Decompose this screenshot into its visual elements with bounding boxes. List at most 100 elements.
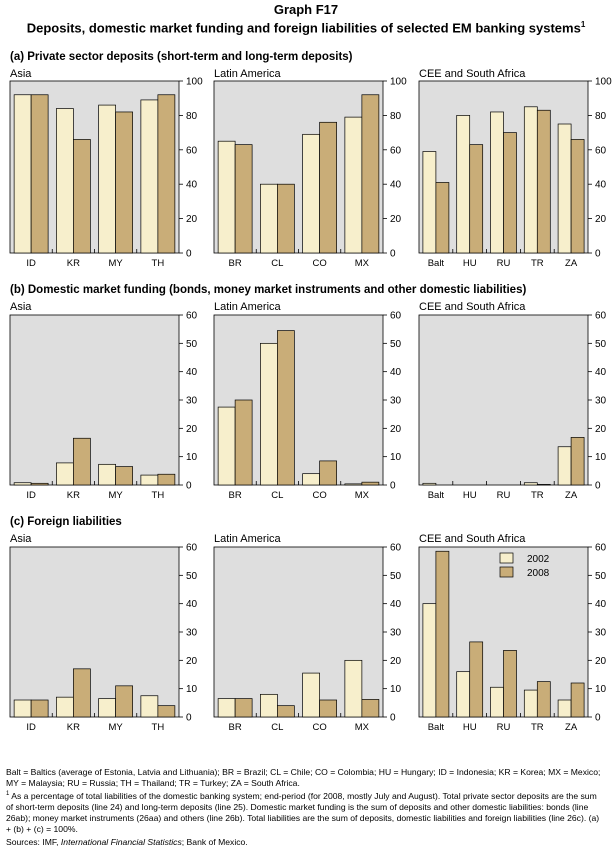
bar-2008-TR	[536, 681, 551, 718]
bar-2008-KR	[73, 437, 91, 486]
y-tick-label: 100	[186, 77, 203, 88]
bar-2002-CO	[302, 672, 320, 718]
legend-label-2008: 2008	[527, 568, 550, 579]
bar-2002-MX	[344, 483, 363, 486]
y-tick-label: 40	[390, 599, 402, 610]
bar-2008-TH	[157, 705, 176, 718]
bar-2008-ZA	[570, 682, 585, 718]
bar-2002-RU	[490, 111, 504, 254]
bar-2002-ZA	[557, 123, 572, 254]
bar-2002-ID	[13, 482, 32, 486]
bar-2008-CO	[319, 699, 337, 718]
bar-2002-HU	[456, 115, 471, 254]
x-tick-label: MY	[109, 490, 124, 501]
x-tick-label: TR	[531, 258, 544, 269]
bar-2002-MX	[344, 659, 363, 718]
x-tick-label: MX	[355, 258, 370, 269]
x-tick-label: ZA	[565, 490, 578, 501]
y-tick-label: 0	[186, 713, 192, 724]
x-tick-label: ID	[26, 722, 36, 733]
graph-subtitle: Deposits, domestic market funding and fo…	[26, 20, 586, 36]
bar-2002-CO	[302, 133, 320, 254]
y-tick-label: 0	[390, 249, 396, 260]
bar-2008-CO	[319, 121, 337, 254]
notes-section: Balt = Baltics (average of Estonia, Latv…	[6, 767, 606, 848]
bar-2002-BR	[217, 140, 236, 254]
x-tick-label: HU	[463, 258, 477, 269]
bar-2002-MY	[98, 698, 116, 718]
y-tick-label: 20	[186, 424, 198, 435]
bar-2002-HU	[456, 671, 471, 718]
y-tick-label: 0	[186, 249, 192, 260]
bar-2008-MX	[361, 699, 380, 718]
bar-2002-TH	[140, 695, 159, 718]
bar-2002-TR	[523, 482, 538, 486]
bar-2008-Balt	[435, 550, 450, 718]
graph-number: Graph F17	[273, 2, 339, 17]
x-tick-label: BR	[229, 722, 242, 733]
y-tick-label: 30	[595, 396, 607, 407]
y-tick-label: 10	[186, 452, 198, 463]
panel-title: CEE and South Africa	[419, 68, 526, 80]
bar-2008-BR	[234, 399, 253, 486]
section-title-a: (a) Private sector deposits (short-term …	[10, 51, 353, 63]
y-tick-label: 100	[390, 77, 407, 88]
bar-2002-ZA	[557, 446, 572, 486]
y-tick-label: 40	[186, 180, 198, 191]
panel-title: Latin America	[214, 301, 282, 313]
chart-grid: (a) Private sector deposits (short-term …	[9, 51, 612, 733]
y-tick-label: 40	[186, 599, 198, 610]
x-tick-label: ZA	[565, 722, 578, 733]
y-tick-label: 50	[595, 339, 607, 350]
footnote: 1 As a percentage of total liabilities o…	[6, 790, 600, 834]
panel-title: Asia	[10, 301, 32, 313]
x-tick-label: Balt	[428, 490, 445, 501]
x-tick-label: MX	[355, 490, 370, 501]
bar-2002-TH	[140, 474, 159, 486]
bar-2008-KR	[73, 668, 91, 718]
y-tick-label: 60	[595, 311, 607, 322]
bar-2002-CL	[260, 693, 278, 718]
bar-2008-ID	[30, 94, 49, 254]
abbreviations-note: Balt = Baltics (average of Estonia, Latv…	[6, 767, 601, 788]
x-tick-label: RU	[497, 258, 511, 269]
x-tick-label: CL	[271, 722, 283, 733]
x-tick-label: HU	[463, 722, 477, 733]
bar-2008-CL	[277, 330, 295, 486]
y-tick-label: 0	[390, 713, 396, 724]
bar-2002-KR	[56, 696, 74, 718]
x-tick-label: TR	[531, 490, 544, 501]
y-tick-label: 30	[186, 396, 198, 407]
x-tick-label: KR	[67, 722, 80, 733]
x-tick-label: RU	[497, 490, 511, 501]
legend-swatch-2002	[499, 552, 514, 564]
y-tick-label: 30	[186, 628, 198, 639]
y-tick-label: 50	[390, 339, 402, 350]
bar-2002-MY	[98, 463, 116, 486]
bar-2008-ZA	[570, 437, 585, 486]
bar-2002-MY	[98, 104, 116, 254]
bar-2008-CO	[319, 460, 337, 486]
y-tick-label: 80	[390, 111, 402, 122]
y-tick-label: 0	[390, 481, 396, 492]
panel-title: Asia	[10, 533, 32, 545]
y-tick-label: 20	[390, 656, 402, 667]
x-tick-label: ID	[26, 490, 36, 501]
x-tick-label: CL	[271, 258, 283, 269]
y-tick-label: 20	[390, 214, 402, 225]
section-title-b: (b) Domestic market funding (bonds, mone…	[10, 284, 526, 296]
bar-2002-RU	[490, 686, 504, 718]
bar-2008-TH	[157, 473, 176, 486]
x-tick-label: BR	[229, 490, 242, 501]
y-tick-label: 60	[186, 311, 198, 322]
bar-2008-CL	[277, 183, 295, 254]
y-tick-label: 40	[186, 367, 198, 378]
bar-2008-RU	[503, 132, 517, 254]
bar-2008-MX	[361, 481, 380, 486]
bar-2008-MY	[115, 111, 133, 254]
panel-title: Latin America	[214, 533, 282, 545]
section-title-c: (c) Foreign liabilities	[10, 516, 122, 528]
bar-2008-ID	[30, 482, 49, 486]
bar-2008-MY	[115, 685, 133, 718]
bar-2008-TR	[536, 109, 551, 254]
